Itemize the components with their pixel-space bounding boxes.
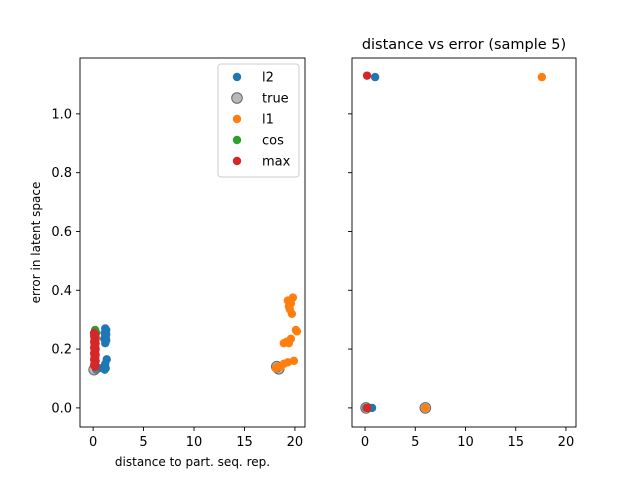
- legend-label-max: max: [262, 155, 291, 170]
- chart-title: distance vs error (sample 5): [362, 37, 566, 53]
- legend-marker-true: [231, 92, 243, 104]
- point-max: [90, 362, 100, 371]
- point-l1: [287, 309, 297, 319]
- x-tick-label: 0: [361, 435, 369, 450]
- legend-marker-l1: [232, 114, 242, 124]
- point-l2: [101, 339, 110, 348]
- y-tick-label: 0.6: [51, 225, 72, 240]
- x-tick-label: 15: [507, 435, 524, 450]
- point-l1: [271, 363, 280, 373]
- legend-box: [217, 63, 300, 178]
- point-max: [362, 71, 372, 80]
- x-tick-label: 10: [457, 435, 474, 450]
- x-tick-label: 5: [139, 435, 147, 450]
- x-tick-label: 10: [186, 435, 203, 450]
- legend-marker-max: [232, 156, 242, 166]
- point-l1: [537, 72, 547, 82]
- legend-marker-l2: [232, 72, 242, 82]
- legend-label-true: true: [262, 92, 289, 107]
- y-tick-label: 0.0: [51, 401, 72, 416]
- y-tick-label: 1.0: [51, 107, 72, 122]
- right-scatter-panel: 0 5 10 15 20 distance vs error (sample 5): [348, 37, 577, 450]
- legend-label-cos: cos: [262, 134, 284, 149]
- y-tick-label: 0.2: [51, 343, 72, 358]
- legend-marker-cos: [232, 135, 242, 145]
- x-tick-label: 5: [411, 435, 419, 450]
- point-max: [362, 403, 372, 413]
- x-tick-label: 0: [89, 435, 97, 450]
- left-scatter-panel: 0 5 10 15 20 0.0 0.2 0.4 0.6 0.8 1.0 distance to pa…: [29, 57, 306, 469]
- y-tick-label: 0.8: [51, 166, 72, 181]
- y-axis-label: error in latent space: [29, 182, 43, 304]
- legend-label-l1: l1: [262, 113, 274, 128]
- x-tick-label: 15: [236, 435, 253, 450]
- axes-frame: [351, 57, 577, 428]
- legend: l2 true l1 cos max: [217, 63, 300, 178]
- point-l1: [421, 403, 430, 413]
- y-tick-label: 0.4: [51, 284, 72, 299]
- x-axis-label: distance to part. seq. rep.: [115, 455, 270, 469]
- x-tick-label: 20: [287, 435, 304, 450]
- x-tick-label: 20: [558, 435, 575, 450]
- point-l1: [284, 339, 294, 348]
- point-l2: [370, 72, 380, 82]
- legend-label-l2: l2: [262, 71, 274, 86]
- point-l1: [292, 327, 302, 336]
